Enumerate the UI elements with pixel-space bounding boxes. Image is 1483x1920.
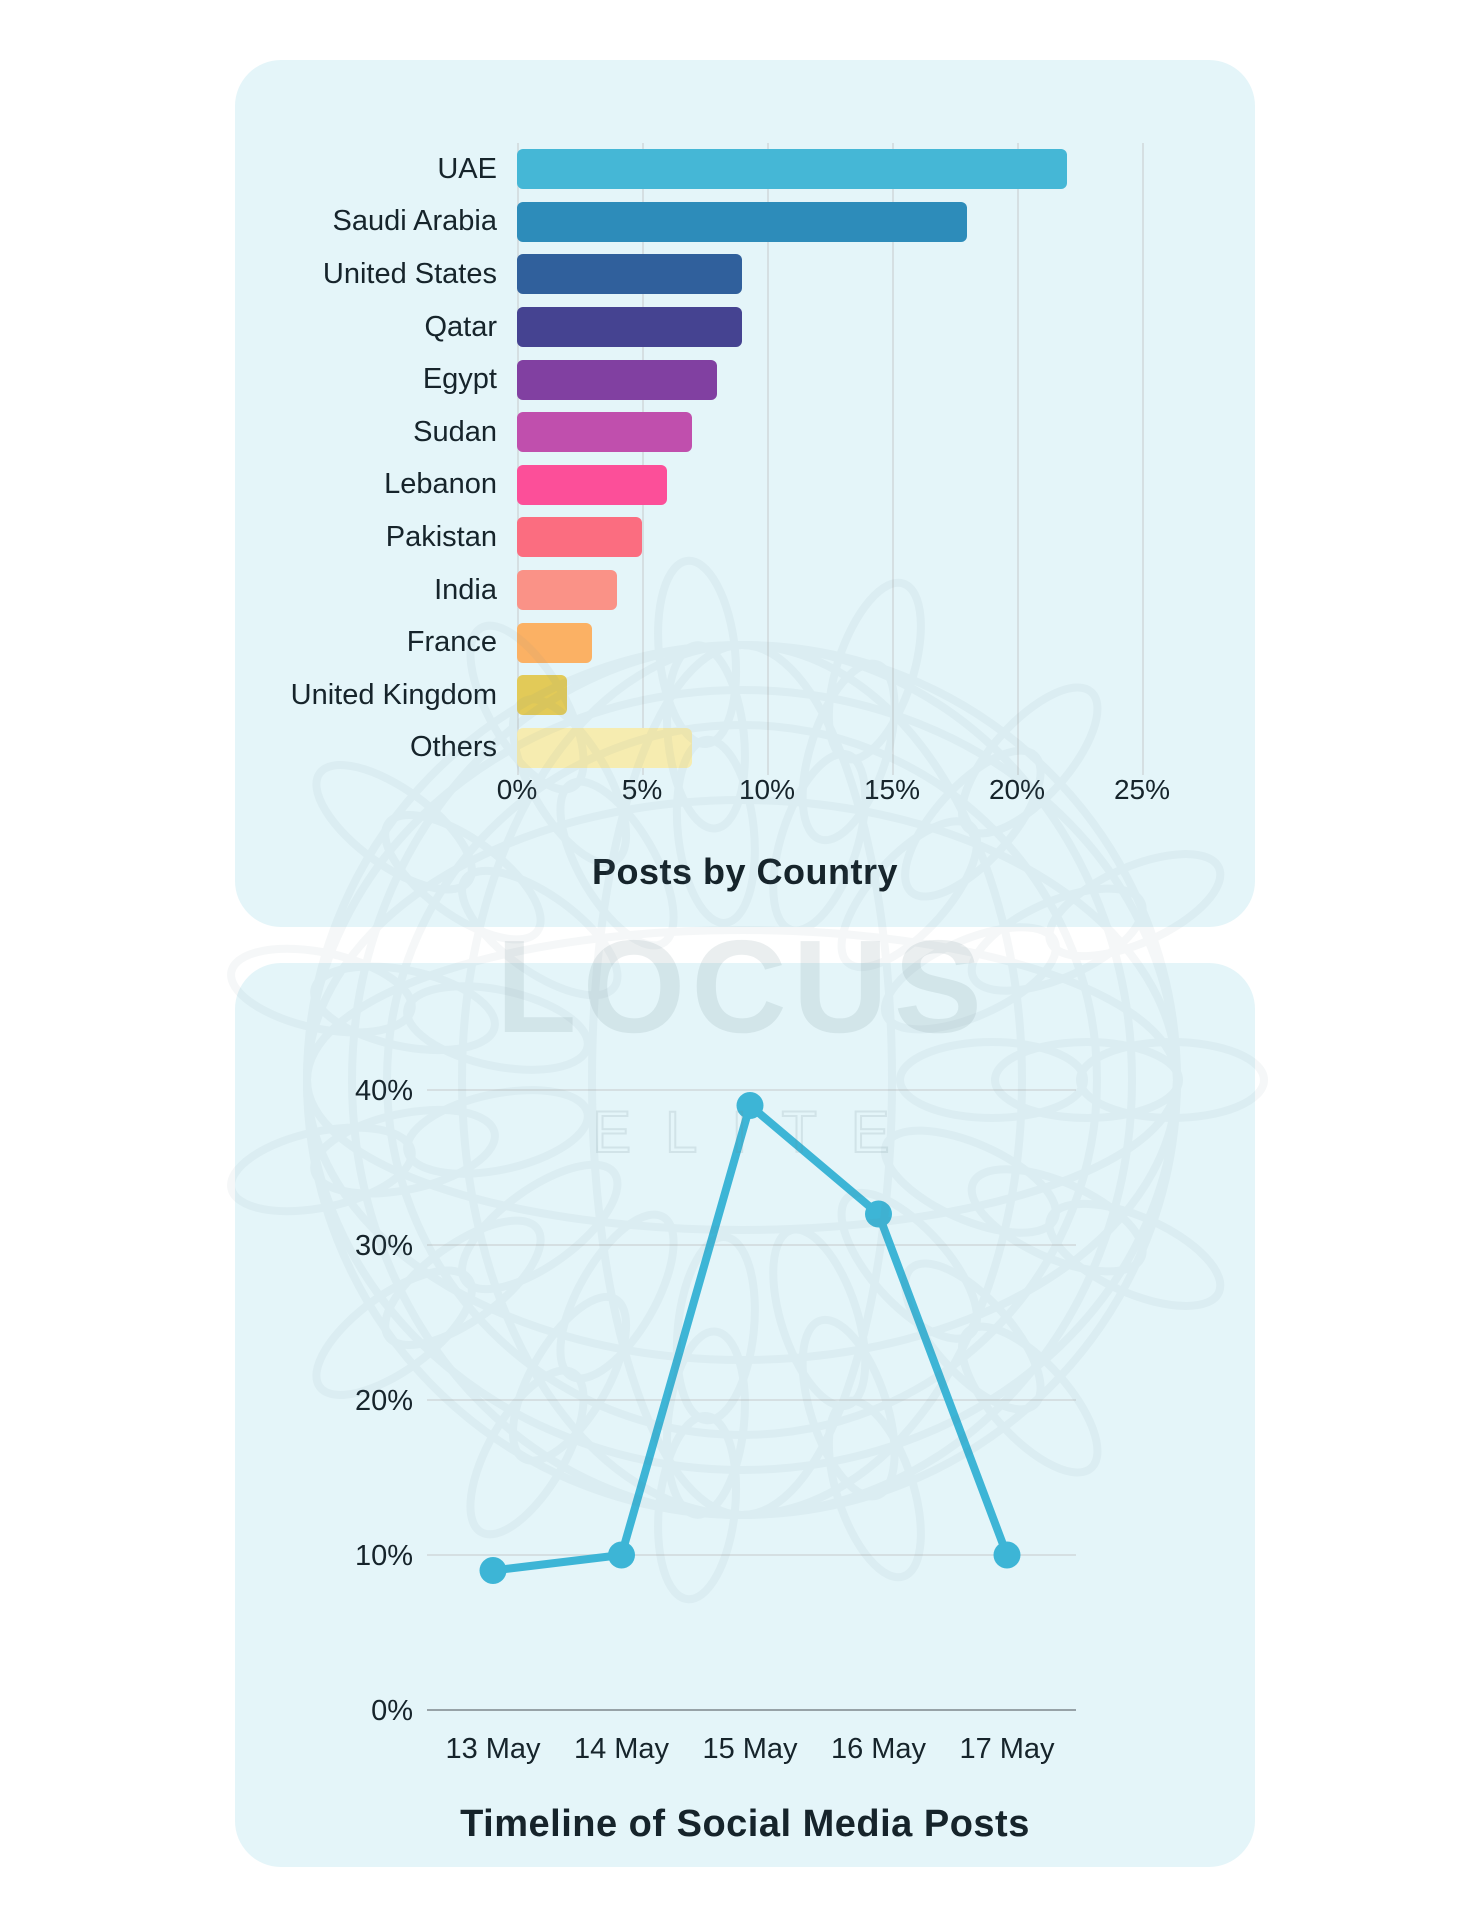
bar-label-qatar: Qatar	[424, 310, 497, 343]
bar-track	[517, 675, 1255, 716]
bar-label-united-kingdom: United Kingdom	[290, 678, 497, 711]
bar-track	[517, 727, 1255, 768]
bar-label-united-states: United States	[322, 257, 497, 290]
data-point-17-may	[993, 1541, 1021, 1569]
bar-row-france: France	[235, 616, 1255, 669]
bar-lebanon	[517, 464, 667, 505]
bar-label-india: India	[434, 573, 497, 606]
line-x-tick-label-13-may: 13 May	[445, 1733, 541, 1765]
bar-track	[517, 570, 1255, 611]
bar-united-kingdom	[517, 675, 567, 716]
bar-x-tick-label: 15%	[863, 774, 921, 805]
bar-united-states	[517, 254, 742, 295]
posts-by-country-card: UAE Saudi Arabia United States Qatar Egypt Su…	[235, 60, 1255, 927]
bar-row-egypt: Egypt	[235, 353, 1255, 406]
line-chart: 0% 10% 20% 30% 40% 13 May 14 May 15 May 16 May 17…	[355, 1075, 1076, 1765]
line-y-tick-label: 10%	[355, 1540, 413, 1572]
bar-label-lebanon: Lebanon	[384, 468, 497, 501]
bar-track	[517, 307, 1255, 348]
bar-gridline-25	[1142, 143, 1144, 775]
bar-others	[517, 727, 692, 768]
bar-chart-gridlines	[517, 143, 1177, 775]
data-point-15-may	[736, 1092, 764, 1119]
bar-label-others: Others	[409, 731, 497, 764]
bar-track	[517, 517, 1255, 558]
bar-row-qatar: Qatar	[235, 301, 1255, 354]
bar-x-tick-label: 20%	[988, 774, 1046, 805]
data-point-14-may	[608, 1541, 635, 1569]
bar-track	[517, 622, 1255, 663]
line-y-tick-label: 0%	[371, 1695, 413, 1727]
bar-track	[517, 412, 1255, 453]
bar-sudan	[517, 412, 692, 453]
bar-pakistan	[517, 517, 642, 558]
bar-uae	[517, 149, 1067, 190]
bar-label-uae: UAE	[437, 152, 497, 185]
bar-gridline-20	[1017, 143, 1019, 775]
bar-row-saudi-arabia: Saudi Arabia	[235, 196, 1255, 249]
bar-track	[517, 359, 1255, 400]
bar-row-united-kingdom: United Kingdom	[235, 669, 1255, 722]
bar-chart-x-axis: 0% 5% 10% 15% 20% 25%	[497, 774, 1177, 810]
line-chart-title: Timeline of Social Media Posts	[460, 1803, 1030, 1845]
bar-row-others: Others	[235, 722, 1255, 775]
bar-x-tick-label: 0%	[496, 774, 538, 805]
bar-label-france: France	[406, 626, 497, 659]
bar-gridline-0	[517, 143, 519, 775]
bar-qatar	[517, 307, 742, 348]
line-x-tick-label-15-may: 15 May	[702, 1733, 798, 1765]
bar-row-uae: UAE	[235, 143, 1255, 196]
line-x-tick-label-17-may: 17 May	[959, 1733, 1055, 1765]
bar-india	[517, 570, 617, 611]
bar-gridline-15	[892, 143, 894, 775]
bar-x-tick-label: 5%	[621, 774, 663, 805]
bar-row-united-states: United States	[235, 248, 1255, 301]
bar-track	[517, 149, 1255, 190]
bar-label-egypt: Egypt	[422, 363, 497, 396]
bar-x-tick-label: 10%	[738, 774, 796, 805]
bar-label-pakistan: Pakistan	[385, 520, 497, 553]
timeline-card: 0% 10% 20% 30% 40% 13 May 14 May 15 May 16 May 17…	[235, 963, 1255, 1867]
line-y-tick-label: 40%	[355, 1075, 413, 1107]
bar-chart-title: Posts by Country	[591, 851, 899, 892]
line-x-tick-label-16-may: 16 May	[831, 1733, 927, 1765]
line-y-tick-label: 20%	[355, 1385, 413, 1417]
bar-saudi-arabia	[517, 201, 967, 242]
bar-label-sudan: Sudan	[413, 415, 497, 448]
bar-track	[517, 201, 1255, 242]
bar-chart-rows: UAE Saudi Arabia United States Qatar Egypt Su…	[235, 143, 1255, 774]
bar-row-india: India	[235, 564, 1255, 617]
bar-row-pakistan: Pakistan	[235, 511, 1255, 564]
bar-gridline-10	[767, 143, 769, 775]
line-x-tick-label-14-may: 14 May	[574, 1733, 670, 1765]
data-point-13-may	[479, 1557, 507, 1584]
bar-track	[517, 464, 1255, 505]
bar-track	[517, 254, 1255, 295]
bar-row-sudan: Sudan	[235, 406, 1255, 459]
bar-label-saudi-arabia: Saudi Arabia	[332, 205, 497, 238]
bar-egypt	[517, 359, 717, 400]
bar-row-lebanon: Lebanon	[235, 459, 1255, 512]
bar-gridline-5	[642, 143, 644, 775]
bar-x-tick-label: 25%	[1113, 774, 1171, 805]
line-y-tick-label: 30%	[355, 1230, 413, 1262]
timeline-line	[489, 1101, 1011, 1575]
bar-france	[517, 622, 592, 663]
data-point-16-may	[865, 1200, 892, 1228]
